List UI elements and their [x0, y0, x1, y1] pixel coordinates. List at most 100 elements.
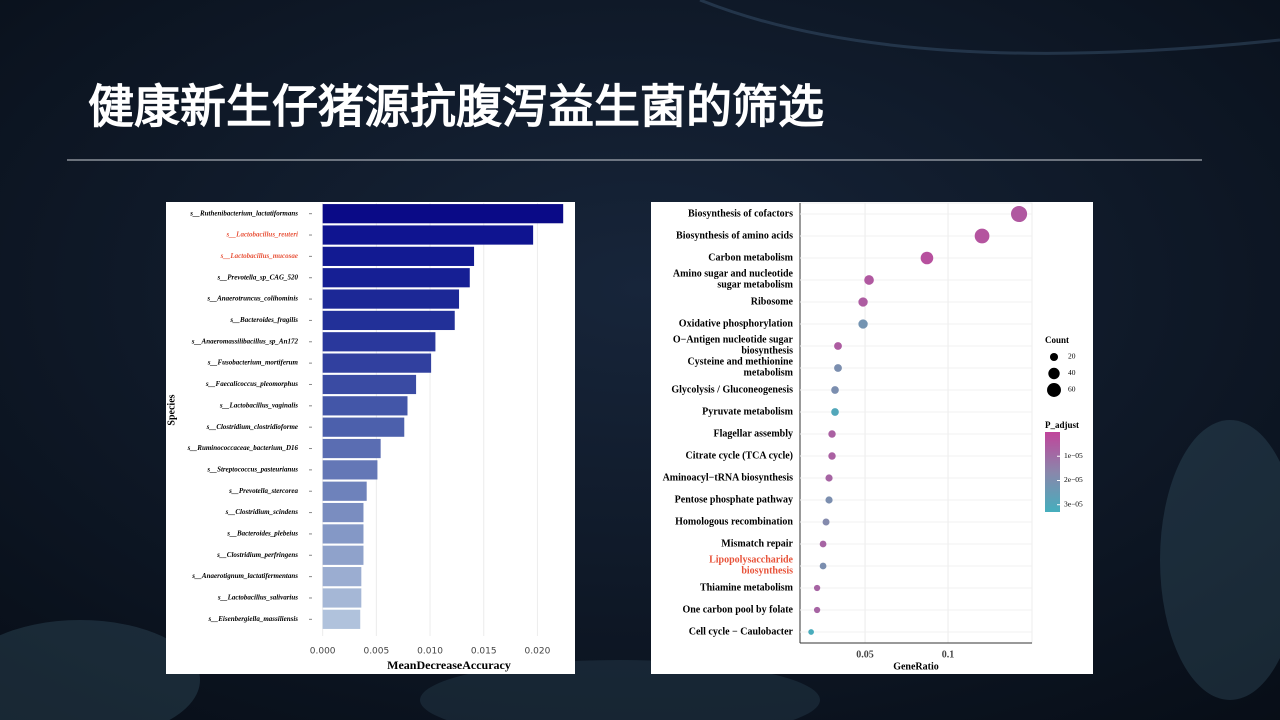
- dot: [1011, 205, 1028, 223]
- y-tick-label: s__Fusobacterium_mortiferum: [207, 359, 299, 367]
- x-tick-label: 0.005: [363, 647, 389, 657]
- dot: [858, 297, 868, 307]
- dot: [974, 228, 990, 244]
- y-axis-title: Species: [166, 394, 177, 425]
- legend-label: 60: [1068, 385, 1076, 394]
- bar: [322, 353, 432, 373]
- y-tick-label: s__Lactobacillus_reuteri: [225, 231, 298, 239]
- y-tick-label: s__Lactobacillus_salivarius: [217, 594, 298, 602]
- y-tick-label: Lipopolysaccharide biosynthesis: [709, 555, 793, 577]
- dot: [819, 562, 827, 570]
- legend-label: 1e−05: [1064, 451, 1083, 460]
- y-tick-label: s__Lactobacillus_mucosae: [220, 252, 298, 260]
- legend-dot: [1049, 352, 1059, 362]
- y-tick-label: Cysteine and methionine metabolism: [687, 357, 793, 379]
- x-tick-label: 0.015: [471, 647, 497, 657]
- dot: [858, 319, 868, 329]
- dot: [834, 342, 842, 350]
- dot: [828, 452, 836, 460]
- legend-label: 20: [1068, 352, 1076, 361]
- x-axis-title: GeneRatio: [893, 661, 939, 672]
- y-tick-label: Pyruvate metabolism: [702, 406, 793, 417]
- y-tick-label: Cell cycle − Caulobacter: [689, 626, 794, 637]
- bar: [322, 502, 364, 523]
- y-tick-label: Amino sugar and nucleotide sugar metaboli…: [673, 269, 794, 291]
- bar: [322, 567, 362, 587]
- colorbar: [1045, 432, 1060, 512]
- y-tick-label: Carbon metabolism: [708, 252, 793, 263]
- y-tick-label: s__Prevotella_sp_CAG_520: [217, 273, 299, 281]
- x-tick-label: 0.000: [310, 647, 336, 657]
- x-tick-label: 0.1: [942, 649, 955, 660]
- dot: [828, 430, 836, 438]
- legend-label: 2e−05: [1064, 475, 1083, 484]
- dot: [813, 606, 821, 614]
- bar: [322, 310, 455, 331]
- legend-label: 40: [1068, 368, 1076, 377]
- x-tick-label: 0.020: [525, 647, 551, 657]
- y-tick-label: s__Streptococcus_pasteurianus: [206, 465, 298, 473]
- y-tick-label: s__Clostridium_scindens: [225, 508, 299, 516]
- y-tick-label: Citrate cycle (TCA cycle): [686, 450, 793, 461]
- y-tick-label: s__Faecalicoccus_pleomorphus: [205, 380, 298, 388]
- y-tick-label: Ribosome: [751, 296, 794, 307]
- legend-dot: [1048, 367, 1060, 380]
- y-tick-label: Aminoacyl−tRNA biosynthesis: [663, 472, 794, 483]
- y-tick-label: s__Ruthenibacterium_lactatiformans: [189, 209, 298, 217]
- bar: [322, 460, 378, 480]
- y-tick-label: s__Anaerotignum_lactatifermentans: [191, 572, 298, 580]
- bar: [322, 289, 460, 309]
- bar: [322, 246, 475, 266]
- slide-title: 健康新生仔猪源抗腹泻益生菌的筛选: [88, 80, 824, 134]
- y-tick-label: Homologous recombination: [675, 516, 793, 527]
- y-tick-label: s__Ruminococcaceae_bacterium_D16: [187, 444, 299, 452]
- y-tick-label: s__Bacteroides_fragilis: [229, 316, 298, 324]
- dot: [834, 364, 842, 372]
- y-tick-label: s__Anaerotruncus_colihominis: [206, 295, 298, 303]
- y-tick-label: s__Clostridium_perfringens: [216, 551, 298, 559]
- bar: [322, 545, 364, 565]
- legend-dot: [1047, 383, 1061, 397]
- dot: [813, 584, 821, 592]
- bar: [322, 417, 405, 437]
- y-tick-label: Thiamine metabolism: [700, 582, 794, 593]
- x-tick-label: 0.010: [417, 647, 443, 657]
- dot: [920, 251, 934, 265]
- bar: [322, 609, 361, 629]
- bar: [322, 268, 470, 288]
- y-tick-label: Biosynthesis of cofactors: [688, 208, 793, 219]
- y-tick-label: s__Bacteroides_plebeius: [226, 530, 298, 538]
- bar: [322, 374, 417, 395]
- bar: [322, 588, 362, 608]
- dot: [808, 629, 814, 635]
- legend-label: 3e−05: [1064, 499, 1083, 508]
- dot: [825, 474, 833, 482]
- dot: [831, 408, 839, 416]
- y-tick-label: s__Eisenbergiella_massiliensis: [208, 615, 299, 623]
- x-axis-title: MeanDecreaseAccuracy: [387, 658, 511, 672]
- y-tick-label: s__Lactobacillus_vaginalis: [219, 401, 298, 409]
- y-tick-label: Pentose phosphate pathway: [675, 494, 793, 505]
- dot: [831, 386, 839, 394]
- x-tick-label: 0.05: [856, 649, 874, 660]
- y-tick-label: One carbon pool by folate: [682, 604, 793, 615]
- legend-title: P_adjust: [1045, 420, 1079, 430]
- y-tick-label: Glycolysis / Gluconeogenesis: [671, 384, 793, 395]
- y-tick-label: Biosynthesis of amino acids: [676, 230, 793, 241]
- y-tick-label: s__Clostridium_clostridioforme: [206, 423, 298, 431]
- bar: [322, 204, 564, 224]
- bar: [322, 524, 364, 544]
- dot: [822, 518, 830, 526]
- dot: [864, 275, 874, 285]
- bar: [322, 225, 534, 245]
- y-tick-label: O−Antigen nucleotide sugar biosynthesis: [673, 335, 794, 357]
- bar: [322, 481, 367, 501]
- bar: [322, 396, 408, 416]
- y-tick-label: s__Anaeromassilibacillus_sp_An172: [191, 337, 299, 345]
- bar: [322, 332, 436, 352]
- y-tick-label: Oxidative phosphorylation: [679, 318, 794, 329]
- bar: [322, 438, 381, 459]
- dot: [825, 496, 833, 504]
